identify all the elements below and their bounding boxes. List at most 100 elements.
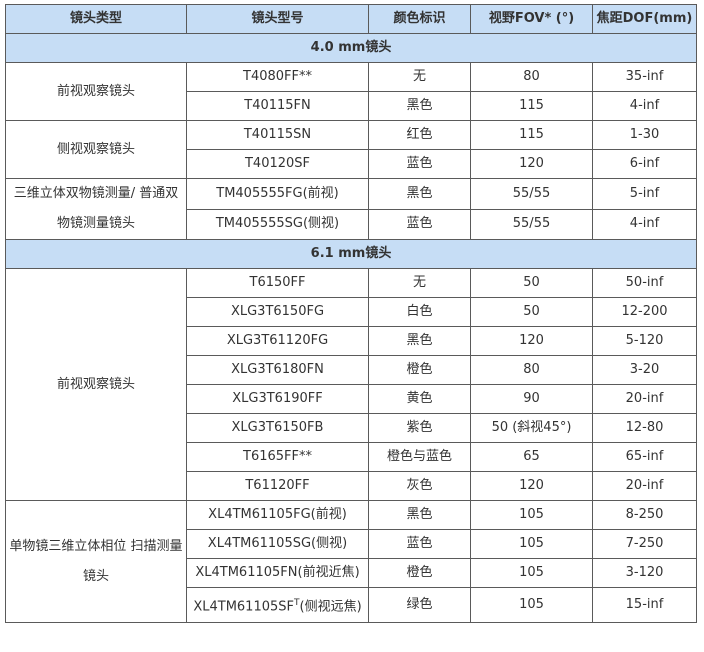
fov-cell: 65 — [470, 442, 593, 472]
table-row: 三维立体双物镜测量/ 普通双物镜测量镜头 TM405555FG(前视) 黑色 55/5… — [5, 178, 697, 240]
table-row: XLG3T6180FN 橙色 80 3-20 — [6, 355, 697, 385]
model-cell: TM405555SG(侧视) — [186, 208, 369, 240]
fov-cell: 105 — [470, 529, 593, 559]
fov-cell: 55/55 — [470, 208, 593, 240]
model-cell: XLG3T6190FF — [186, 384, 369, 414]
dof-cell: 12-80 — [592, 413, 697, 443]
fov-cell: 115 — [470, 91, 593, 121]
model-cell: TM405555FG(前视) — [186, 178, 369, 210]
dof-cell: 7-250 — [592, 529, 697, 559]
table-row: T40120SF 蓝色 120 6-inf — [6, 149, 697, 179]
section-row: 4.0 mm镜头 — [5, 33, 697, 63]
fov-cell: 50 — [470, 297, 593, 327]
table-row: 侧视观察镜头 T40115SN 红色 115 1-30 — [5, 120, 697, 179]
model-cell: T6150FF — [186, 268, 369, 298]
color-cell: 蓝色 — [368, 208, 471, 240]
dof-cell: 8-250 — [592, 500, 697, 530]
column-header: 视野FOV* (°) — [470, 4, 593, 34]
fov-cell: 120 — [470, 326, 593, 356]
lens-spec-table: 镜头类型 镜头型号 颜色标识 视野FOV* (°) 焦距DOF(mm) 4.0 mm镜头… — [5, 4, 697, 623]
lens-type-cell: 侧视观察镜头 — [5, 120, 187, 179]
dof-cell: 50-inf — [592, 268, 697, 298]
table-row: T40115FN 黑色 115 4-inf — [6, 91, 697, 121]
section-row: 6.1 mm镜头 — [5, 239, 697, 269]
table-row: XLG3T6150FG 白色 50 12-200 — [6, 297, 697, 327]
model-cell: T40115SN — [186, 120, 369, 150]
color-cell: 红色 — [368, 120, 471, 150]
color-cell: 黑色 — [368, 178, 471, 210]
table-row: 单物镜三维立体相位 扫描测量镜头 XL4TM61105FG(前视) 黑色 105 8-2… — [5, 500, 697, 623]
fov-cell: 120 — [470, 471, 593, 501]
dof-cell: 12-200 — [592, 297, 697, 327]
fov-cell: 105 — [470, 587, 593, 623]
fov-cell: 105 — [470, 500, 593, 530]
fov-cell: 80 — [470, 62, 593, 92]
dof-cell: 15-inf — [592, 587, 697, 623]
column-header: 镜头型号 — [186, 4, 369, 34]
dof-cell: 4-inf — [592, 91, 697, 121]
table-row: 前视观察镜头 T6150FF 无 50 50-inf — [5, 268, 697, 501]
table-row: XLG3T61120FG 黑色 120 5-120 — [6, 326, 697, 356]
dof-cell: 3-20 — [592, 355, 697, 385]
lens-type-cell: 三维立体双物镜测量/ 普通双物镜测量镜头 — [5, 178, 187, 240]
model-cell: XLG3T61120FG — [186, 326, 369, 356]
model-cell: XL4TM61105SG(侧视) — [186, 529, 369, 559]
color-cell: 灰色 — [368, 471, 471, 501]
dof-cell: 65-inf — [592, 442, 697, 472]
color-cell: 黑色 — [368, 500, 471, 530]
header-row: 镜头类型 镜头型号 颜色标识 视野FOV* (°) 焦距DOF(mm) — [5, 4, 697, 34]
color-cell: 黑色 — [368, 326, 471, 356]
dof-cell: 3-120 — [592, 558, 697, 588]
model-cell: XLG3T6150FG — [186, 297, 369, 327]
model-cell: XL4TM61105SFT(侧视远焦) — [186, 587, 369, 623]
fov-cell: 115 — [470, 120, 593, 150]
table-row: XLG3T6190FF 黄色 90 20-inf — [6, 384, 697, 414]
table-row: XL4TM61105SG(侧视) 蓝色 105 7-250 — [6, 529, 697, 559]
fov-cell: 50 (斜视45°) — [470, 413, 593, 443]
model-cell: T6165FF** — [186, 442, 369, 472]
fov-cell: 105 — [470, 558, 593, 588]
lens-type-cell: 前视观察镜头 — [5, 268, 187, 501]
table-row: 前视观察镜头 T4080FF** 无 80 35-inf — [5, 62, 697, 121]
model-cell: XLG3T6180FN — [186, 355, 369, 385]
fov-cell: 90 — [470, 384, 593, 414]
color-cell: 绿色 — [368, 587, 471, 623]
fov-cell: 55/55 — [470, 178, 593, 210]
table-row: XLG3T6150FB 紫色 50 (斜视45°) 12-80 — [6, 413, 697, 443]
fov-cell: 120 — [470, 149, 593, 179]
color-cell: 无 — [368, 62, 471, 92]
dof-cell: 5-inf — [592, 178, 697, 210]
dof-cell: 4-inf — [592, 208, 697, 240]
table-row: TM405555SG(侧视) 蓝色 55/55 4-inf — [6, 208, 697, 240]
fov-cell: 80 — [470, 355, 593, 385]
color-cell: 橙色 — [368, 355, 471, 385]
model-cell: T40115FN — [186, 91, 369, 121]
model-cell: T61120FF — [186, 471, 369, 501]
table-row: XL4TM61105SFT(侧视远焦) 绿色 105 15-inf — [6, 587, 697, 623]
color-cell: 橙色与蓝色 — [368, 442, 471, 472]
color-cell: 黄色 — [368, 384, 471, 414]
column-header: 镜头类型 — [5, 4, 187, 34]
column-header: 焦距DOF(mm) — [592, 4, 697, 34]
dof-cell: 1-30 — [592, 120, 697, 150]
model-cell: XL4TM61105FG(前视) — [186, 500, 369, 530]
color-cell: 无 — [368, 268, 471, 298]
dof-cell: 20-inf — [592, 471, 697, 501]
model-cell: T40120SF — [186, 149, 369, 179]
lens-type-cell: 单物镜三维立体相位 扫描测量镜头 — [5, 500, 187, 623]
dof-cell: 20-inf — [592, 384, 697, 414]
color-cell: 黑色 — [368, 91, 471, 121]
color-cell: 紫色 — [368, 413, 471, 443]
model-cell: XLG3T6150FB — [186, 413, 369, 443]
section-title: 4.0 mm镜头 — [5, 33, 697, 63]
dof-cell: 6-inf — [592, 149, 697, 179]
color-cell: 白色 — [368, 297, 471, 327]
color-cell: 蓝色 — [368, 149, 471, 179]
color-cell: 橙色 — [368, 558, 471, 588]
dof-cell: 35-inf — [592, 62, 697, 92]
model-cell: T4080FF** — [186, 62, 369, 92]
dof-cell: 5-120 — [592, 326, 697, 356]
model-cell: XL4TM61105FN(前视近焦) — [186, 558, 369, 588]
fov-cell: 50 — [470, 268, 593, 298]
section-title: 6.1 mm镜头 — [5, 239, 697, 269]
